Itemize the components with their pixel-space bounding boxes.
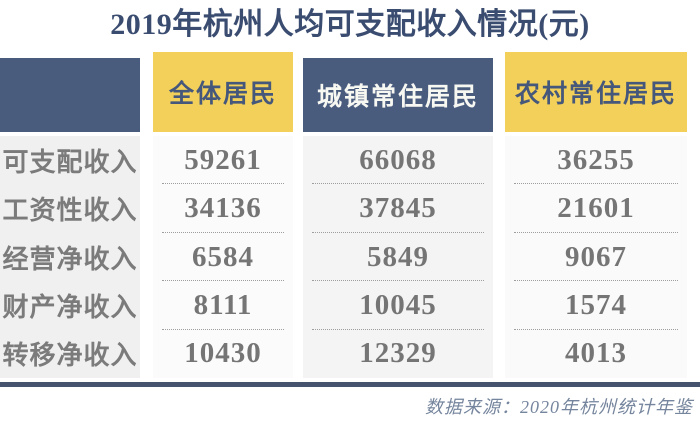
data-cell: 37845 xyxy=(303,184,493,234)
row-label-column: 可支配收入 工资性收入 经营净收入 财产净收入 转移净收入 xyxy=(0,136,140,378)
table-body: 可支配收入 工资性收入 经营净收入 财产净收入 转移净收入 59261 3413… xyxy=(0,136,700,378)
data-column-urban-residents: 66068 37845 5849 10045 12329 xyxy=(303,136,493,378)
header-cell-all-residents: 全体居民 xyxy=(153,52,293,132)
data-cell: 59261 xyxy=(153,136,293,185)
row-label-property-net-income: 财产净收入 xyxy=(2,292,138,322)
data-cell: 9067 xyxy=(505,233,687,282)
row-label-wage-income: 工资性收入 xyxy=(2,196,138,226)
data-cell: 36255 xyxy=(505,136,687,185)
row-label-operating-net-income: 经营净收入 xyxy=(2,244,138,274)
data-cell: 1574 xyxy=(505,281,687,331)
data-cell: 10045 xyxy=(303,281,493,331)
data-cell: 8111 xyxy=(153,281,293,331)
data-cell: 34136 xyxy=(153,184,293,234)
data-source-note: 数据来源：2020年杭州统计年鉴 xyxy=(425,397,693,417)
data-cell: 10430 xyxy=(184,337,262,370)
data-cell: 4013 xyxy=(565,337,627,370)
data-cell: 6584 xyxy=(153,233,293,282)
data-cell: 66068 xyxy=(303,136,493,185)
header-cell-rural-residents: 农村常住居民 xyxy=(505,52,687,132)
data-column-rural-residents: 36255 21601 9067 1574 4013 xyxy=(505,136,687,378)
row-label-transfer-net-income: 转移净收入 xyxy=(2,341,138,371)
data-cell: 12329 xyxy=(359,337,437,370)
data-cell: 21601 xyxy=(505,184,687,234)
table-header-row: 全体居民 城镇常住居民 农村常住居民 xyxy=(0,52,700,132)
table-bottom-rule xyxy=(0,382,700,387)
page-title: 2019年杭州人均可支配收入情况(元) xyxy=(110,8,590,41)
data-column-all-residents: 59261 34136 6584 8111 10430 xyxy=(153,136,293,378)
row-label-disposable-income: 可支配收入 xyxy=(2,147,138,177)
data-cell: 5849 xyxy=(303,233,493,282)
header-cell-urban-residents: 城镇常住居民 xyxy=(303,58,493,132)
header-cell-empty xyxy=(0,58,140,132)
